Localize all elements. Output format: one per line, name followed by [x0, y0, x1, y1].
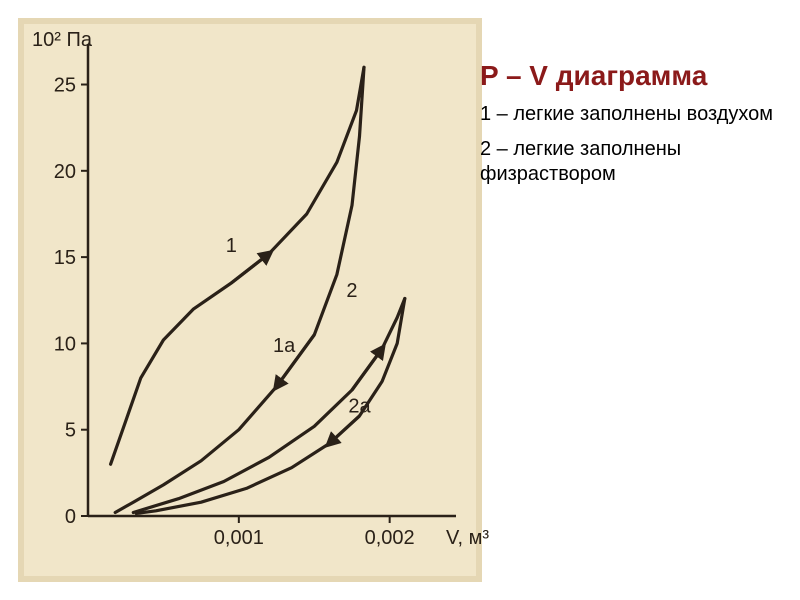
- y-axis-label: 10² Па: [32, 29, 93, 51]
- y-tick-label: 20: [54, 161, 76, 183]
- x-tick-label: 0,002: [365, 527, 415, 549]
- curve-label-1: 1: [226, 235, 237, 257]
- y-tick-label: 5: [65, 420, 76, 442]
- legend-line-1: 1 – легкие заполнены воздухом: [480, 102, 790, 127]
- legend-line-2: 2 – легкие заполнены физраствором: [480, 137, 790, 187]
- chart-title: P – V диаграмма: [480, 60, 790, 92]
- y-tick-label: 10: [54, 333, 76, 355]
- y-tick-label: 0: [65, 506, 76, 528]
- curve-label-2: 2: [346, 280, 357, 302]
- x-tick-label: 0,001: [214, 527, 264, 549]
- right-text-panel: P – V диаграмма 1 – легкие заполнены воз…: [480, 60, 790, 197]
- curve-label-2a: 2а: [348, 395, 371, 417]
- curve-label-1a: 1а: [273, 335, 296, 357]
- y-tick-label: 15: [54, 247, 76, 269]
- y-tick-label: 25: [54, 75, 76, 97]
- x-axis-label: V, м³: [446, 527, 489, 549]
